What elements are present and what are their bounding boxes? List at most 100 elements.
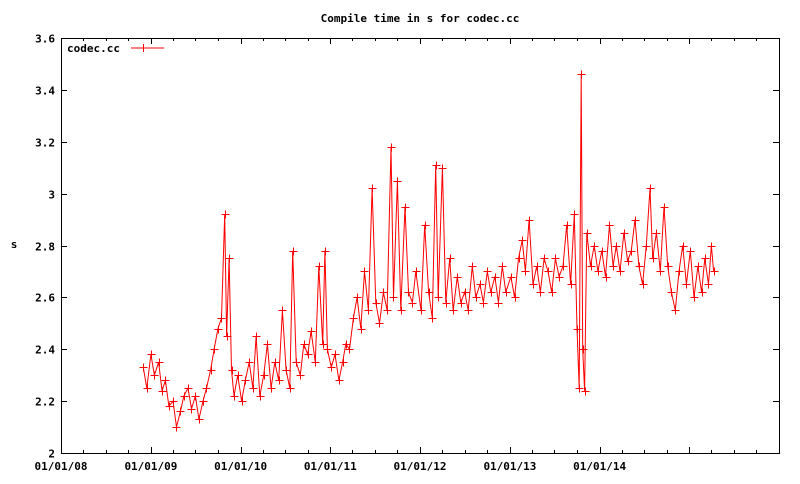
data-point (357, 325, 366, 334)
data-point (147, 350, 156, 359)
data-point (671, 306, 680, 315)
data-point (249, 384, 258, 393)
data-point (468, 262, 477, 271)
data-point (345, 345, 354, 354)
data-point (487, 288, 496, 297)
x-tick-label: 01/01/09 (124, 460, 177, 473)
data-point (649, 254, 658, 263)
data-point (616, 267, 625, 276)
data-point (401, 203, 410, 212)
data-point (383, 306, 392, 315)
data-point (704, 280, 713, 289)
data-point (225, 254, 234, 263)
data-point (180, 392, 189, 401)
data-point (587, 262, 596, 271)
data-point (620, 229, 629, 238)
data-point (461, 288, 470, 297)
data-point (446, 254, 455, 263)
data-point (529, 280, 538, 289)
data-point (228, 366, 237, 375)
y-tick-label: 2.2 (35, 396, 55, 409)
data-point (438, 164, 447, 173)
data-point (234, 371, 243, 380)
data-point (690, 293, 699, 302)
data-point (590, 242, 599, 251)
data-point (184, 384, 193, 393)
data-point (536, 288, 545, 297)
data-point (656, 267, 665, 276)
legend-label: codec.cc (67, 42, 120, 55)
data-point (555, 273, 564, 282)
data-point (679, 242, 688, 251)
data-point (511, 293, 520, 302)
data-point (639, 280, 648, 289)
data-point (494, 299, 503, 308)
data-point (353, 293, 362, 302)
data-point (605, 221, 614, 230)
data-point (449, 306, 458, 315)
data-point (263, 340, 272, 349)
data-point (275, 376, 284, 385)
y-tick-label: 2.8 (35, 241, 55, 254)
data-point (563, 221, 572, 230)
data-point (321, 247, 330, 256)
data-point (710, 267, 719, 276)
data-point (544, 267, 553, 276)
data-point (165, 402, 174, 411)
data-point (360, 267, 369, 276)
data-point (210, 345, 219, 354)
data-point (245, 358, 254, 367)
data-point (223, 332, 232, 341)
data-point (570, 210, 579, 219)
data-point (664, 262, 673, 271)
data-point (583, 229, 592, 238)
data-point (408, 299, 417, 308)
data-point (323, 345, 332, 354)
data-point (150, 371, 159, 380)
data-point (187, 405, 196, 414)
data-point (453, 273, 462, 282)
x-tick-label: 01/01/08 (35, 460, 88, 473)
data-point (158, 387, 167, 396)
data-point (521, 267, 530, 276)
data-point (491, 273, 500, 282)
y-tick-label: 3.6 (35, 33, 55, 46)
data-point (479, 299, 488, 308)
data-point (624, 257, 633, 266)
data-point (214, 325, 223, 334)
data-point (631, 216, 640, 225)
data-point (387, 143, 396, 152)
x-tick-label: 01/01/11 (304, 460, 357, 473)
data-point (319, 340, 328, 349)
data-point (199, 397, 208, 406)
data-point (502, 288, 511, 297)
data-point (612, 242, 621, 251)
data-point (292, 358, 301, 367)
data-point (559, 262, 568, 271)
data-point (307, 327, 316, 336)
y-tick-label: 3.2 (35, 137, 55, 150)
data-point (483, 267, 492, 276)
data-point (686, 247, 695, 256)
data-point (260, 371, 269, 380)
data-point (252, 332, 261, 341)
legend: codec.cc (67, 42, 164, 55)
data-point (498, 262, 507, 271)
data-point (525, 216, 534, 225)
x-tick-label: 01/01/14 (573, 460, 626, 473)
y-tick-label: 2.4 (35, 344, 55, 357)
data-point (581, 387, 590, 396)
data-point (432, 161, 441, 170)
data-point (172, 423, 181, 432)
data-point (434, 293, 443, 302)
data-point (289, 247, 298, 256)
data-point (364, 306, 373, 315)
data-point (573, 325, 582, 334)
chart-title: Compile time in s for codec.cc (321, 12, 520, 25)
data-point (230, 392, 239, 401)
data-point (327, 363, 336, 372)
data-point (567, 280, 576, 289)
data-point (221, 210, 230, 219)
data-point (372, 299, 381, 308)
